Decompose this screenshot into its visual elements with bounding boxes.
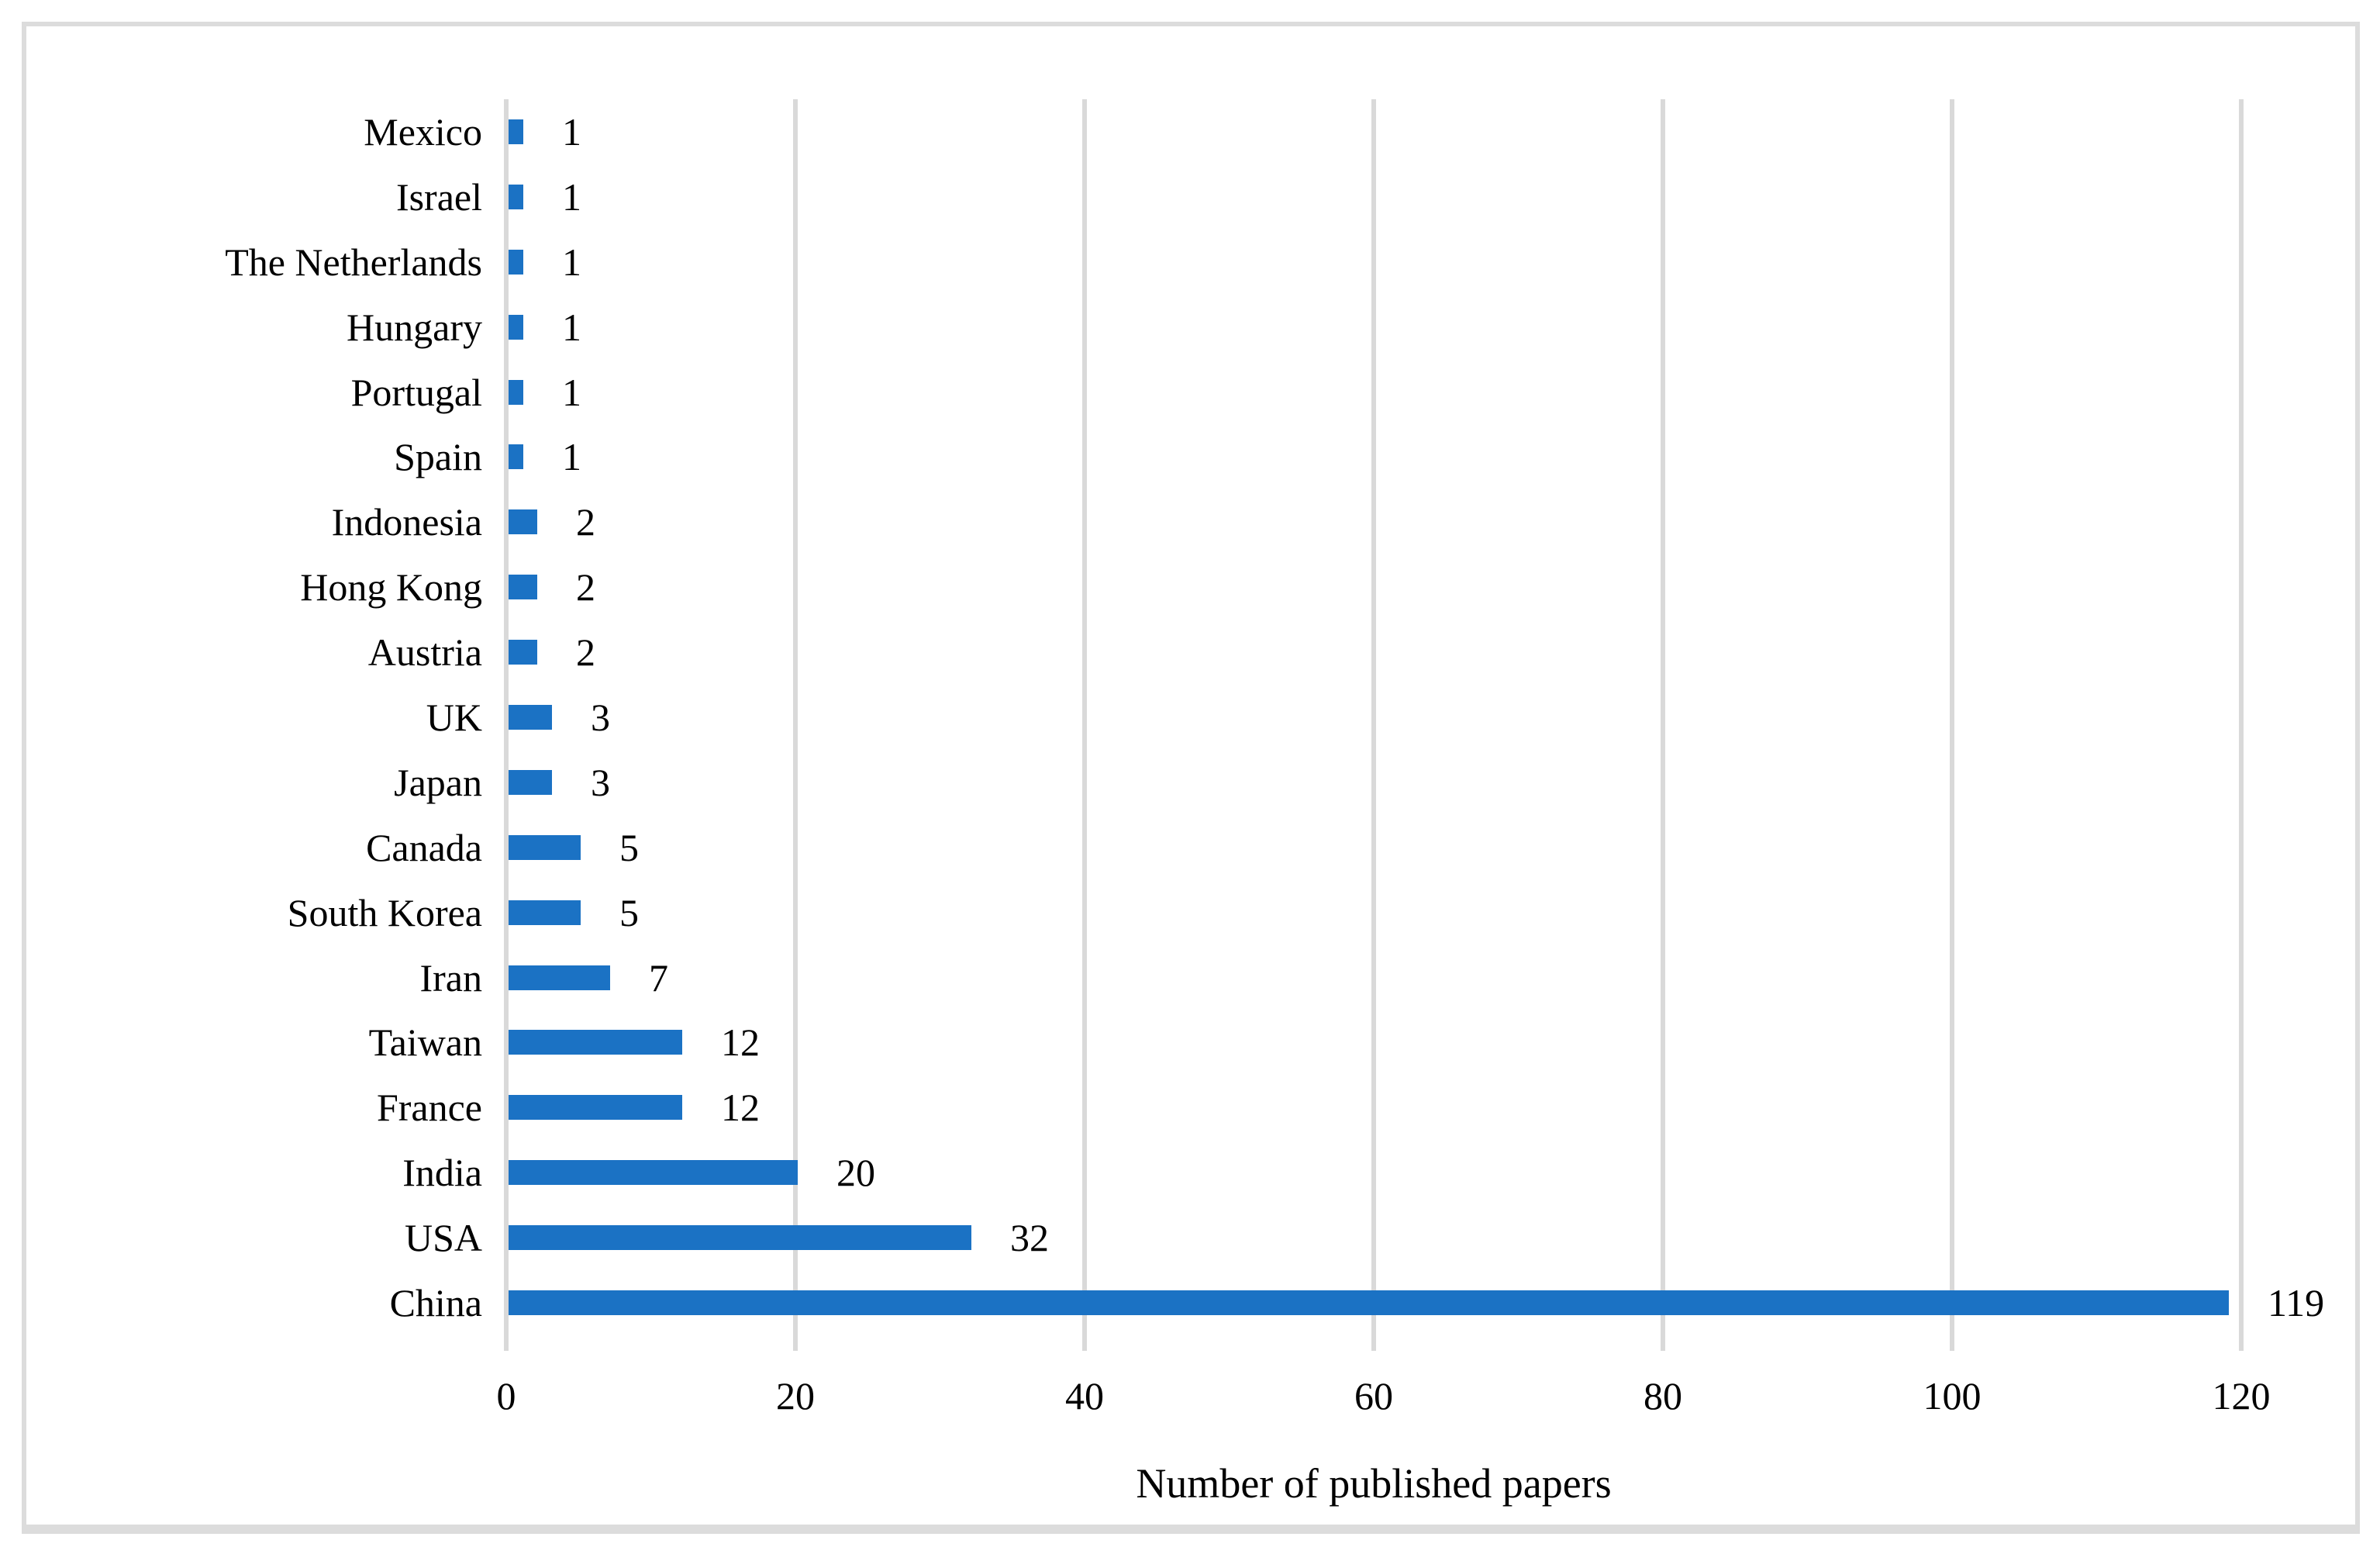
value-label: 7: [649, 956, 668, 1000]
x-tick-label: 40: [1065, 1374, 1104, 1418]
category-label: Portugal: [350, 371, 482, 414]
gridline: [1950, 99, 1954, 1351]
value-label: 12: [721, 1020, 760, 1064]
bar: [509, 185, 523, 209]
bar: [509, 444, 523, 469]
category-label: France: [376, 1086, 482, 1129]
value-label: 2: [576, 500, 595, 544]
bar: [509, 1095, 682, 1120]
category-label: Japan: [394, 761, 482, 804]
bar: [509, 965, 610, 990]
value-label: 1: [562, 371, 581, 414]
value-label: 1: [562, 240, 581, 284]
value-label: 3: [591, 761, 610, 804]
bar: [509, 900, 581, 925]
gridline: [2239, 99, 2244, 1351]
category-axis-line: [504, 99, 509, 1351]
x-tick-label: 80: [1644, 1374, 1682, 1418]
value-label: 1: [562, 435, 581, 478]
bar: [509, 575, 537, 599]
category-label: South Korea: [287, 891, 482, 934]
value-label: 12: [721, 1086, 760, 1129]
category-label: Hong Kong: [300, 565, 482, 609]
bar: [509, 119, 523, 144]
bar: [509, 835, 581, 860]
x-tick-label: 120: [2212, 1374, 2271, 1418]
category-label: Iran: [419, 956, 483, 1000]
category-label: India: [402, 1151, 482, 1194]
bar: [509, 640, 537, 665]
bar: [509, 1290, 2229, 1315]
x-tick-label: 0: [496, 1374, 516, 1418]
bar: [509, 1225, 971, 1250]
value-label: 5: [619, 826, 639, 869]
category-label: USA: [404, 1216, 482, 1259]
category-label: Taiwan: [368, 1020, 482, 1064]
bar: [509, 1160, 798, 1185]
category-label: Spain: [394, 435, 482, 478]
bar: [509, 315, 523, 340]
category-label: China: [389, 1281, 482, 1324]
category-label: The Netherlands: [225, 240, 482, 284]
value-label: 1: [562, 306, 581, 349]
value-label: 3: [591, 696, 610, 739]
category-label: Indonesia: [331, 500, 482, 544]
x-tick-label: 100: [1923, 1374, 1982, 1418]
gridline: [1371, 99, 1376, 1351]
bar: [509, 509, 537, 534]
category-label: Mexico: [364, 110, 482, 154]
bar: [509, 705, 552, 730]
category-label: Austria: [367, 630, 482, 674]
gridline: [1661, 99, 1665, 1351]
value-label: 32: [1010, 1216, 1049, 1259]
category-label: Canada: [366, 826, 482, 869]
value-label: 1: [562, 175, 581, 219]
x-tick-label: 20: [776, 1374, 815, 1418]
bar: [509, 770, 552, 795]
value-label: 1: [562, 110, 581, 154]
bar: [509, 1030, 682, 1055]
gridline: [1082, 99, 1087, 1351]
category-label: Hungary: [347, 306, 482, 349]
value-label: 119: [2268, 1281, 2325, 1324]
bar: [509, 380, 523, 405]
category-label: Israel: [395, 175, 482, 219]
gridline: [793, 99, 798, 1351]
value-label: 5: [619, 891, 639, 934]
x-tick-label: 60: [1354, 1374, 1393, 1418]
x-axis-title: Number of published papers: [1136, 1460, 1612, 1507]
category-label: UK: [426, 696, 482, 739]
bar: [509, 250, 523, 275]
chart-frame: [22, 22, 2360, 1534]
value-label: 2: [576, 565, 595, 609]
value-label: 20: [836, 1151, 875, 1194]
value-label: 2: [576, 630, 595, 674]
